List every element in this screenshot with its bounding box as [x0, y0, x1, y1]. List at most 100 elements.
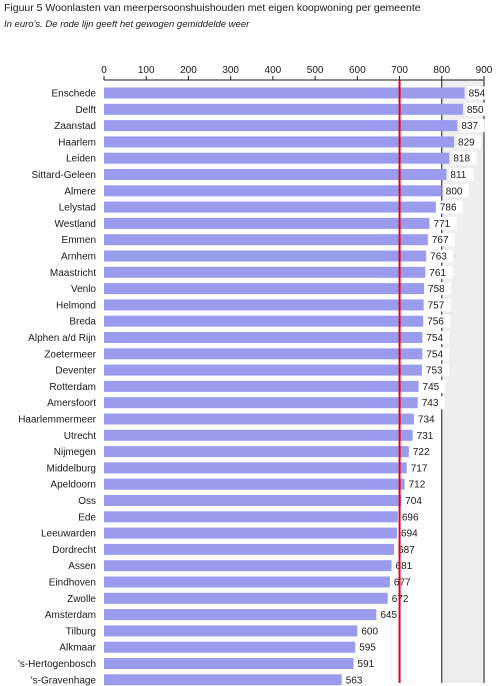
value-label: 694: [401, 529, 418, 540]
bar: [104, 576, 390, 588]
bar: [104, 315, 424, 327]
value-label: 753: [426, 366, 443, 377]
value-label: 754: [426, 333, 443, 344]
x-tick-label: 400: [265, 65, 282, 76]
value-label: 677: [394, 578, 411, 589]
category-label: Amersfoort: [47, 398, 96, 409]
bar: [104, 120, 458, 132]
x-tick-label: 700: [391, 65, 408, 76]
value-label: 717: [411, 463, 428, 474]
value-label-bg: [452, 151, 477, 165]
category-label: Zwolle: [67, 594, 96, 605]
category-label: Amsterdam: [45, 610, 96, 621]
value-label: 850: [467, 105, 484, 116]
bar: [104, 527, 398, 539]
category-label: Breda: [69, 317, 96, 328]
category-label: Tilburg: [66, 626, 96, 637]
chart-subtitle: In euro's. De rode lijn geeft het gewoge…: [4, 19, 250, 30]
value-label: 757: [428, 300, 445, 311]
value-label-bg: [404, 494, 429, 507]
bar: [104, 495, 402, 506]
bar: [104, 511, 398, 523]
category-label: Alkmaar: [59, 643, 96, 654]
category-label: Leeuwarden: [41, 529, 96, 540]
category-label: Utrecht: [64, 431, 96, 442]
chart-title: Figuur 5 Woonlasten van meerpersoonshuis…: [4, 2, 421, 14]
category-label: 's-Hertogenbosch: [18, 659, 96, 670]
value-label-bg: [358, 640, 383, 654]
value-label-bg: [409, 461, 434, 475]
value-label-bg: [430, 233, 455, 247]
value-label: 704: [405, 496, 422, 507]
category-label: Eindhoven: [49, 578, 96, 589]
value-label: 712: [409, 480, 426, 491]
bar: [104, 364, 422, 376]
bar: [104, 625, 358, 637]
value-label: 837: [461, 121, 478, 132]
value-label-bg: [426, 298, 451, 312]
value-label-bg: [429, 249, 454, 263]
category-label: Assen: [68, 561, 96, 572]
bar: [104, 103, 463, 115]
category-label: Zaanstad: [54, 121, 96, 132]
value-label: 758: [428, 284, 445, 295]
bar: [104, 446, 409, 458]
category-label: Venlo: [71, 284, 96, 295]
value-label: 786: [440, 203, 457, 214]
value-label: 761: [429, 268, 446, 279]
bar: [104, 543, 395, 555]
value-label-bg: [425, 331, 450, 344]
bar: [104, 87, 465, 99]
bar: [104, 592, 388, 604]
value-label: 767: [432, 235, 449, 246]
category-label: Zoetermeer: [44, 349, 96, 360]
bar: [104, 413, 414, 425]
value-label-bg: [411, 445, 436, 459]
bar: [104, 136, 455, 148]
x-tick-label: 900: [476, 65, 493, 76]
value-label-bg: [438, 200, 463, 214]
category-label: 's-Gravenhage: [31, 675, 97, 686]
bar: [104, 201, 436, 213]
value-label-bg: [425, 347, 450, 361]
value-label-bg: [407, 477, 432, 491]
value-label-bg: [428, 265, 453, 279]
category-label: Maastricht: [50, 268, 96, 279]
value-label: 591: [358, 659, 375, 670]
bar: [104, 658, 354, 669]
bar: [104, 283, 425, 295]
category-label: Enschede: [52, 89, 97, 100]
bar: [104, 674, 342, 686]
value-label: 756: [427, 317, 444, 328]
bar: [104, 169, 447, 180]
value-label-bg: [467, 86, 492, 100]
bar: [104, 266, 426, 278]
category-label: Nijmegen: [54, 447, 96, 458]
value-label-bg: [360, 624, 385, 638]
x-tick-label: 600: [349, 65, 366, 76]
value-label-bg: [415, 428, 440, 442]
category-label: Dordrecht: [52, 545, 96, 556]
x-tick-label: 800: [433, 65, 450, 76]
category-label: Apeldoorn: [50, 480, 96, 491]
bar: [104, 380, 419, 392]
value-label: 743: [422, 398, 439, 409]
value-label-bg: [465, 102, 490, 116]
x-tick-label: 200: [180, 65, 197, 76]
category-label: Delft: [75, 105, 96, 116]
value-label-bg: [449, 168, 474, 181]
value-label-bg: [426, 314, 451, 328]
value-label-bg: [444, 184, 469, 198]
category-label: Rotterdam: [49, 382, 96, 393]
category-label: Haarlemmermeer: [18, 415, 96, 426]
category-label: Deventer: [55, 366, 96, 377]
category-label: Ede: [78, 512, 96, 523]
value-label: 595: [359, 643, 376, 654]
category-label: Lelystad: [59, 203, 96, 214]
value-label: 763: [430, 252, 447, 263]
category-label: Haarlem: [58, 137, 96, 148]
bar: [104, 609, 377, 621]
bar: [104, 217, 430, 229]
value-label: 600: [361, 626, 378, 637]
bar: [104, 641, 356, 653]
